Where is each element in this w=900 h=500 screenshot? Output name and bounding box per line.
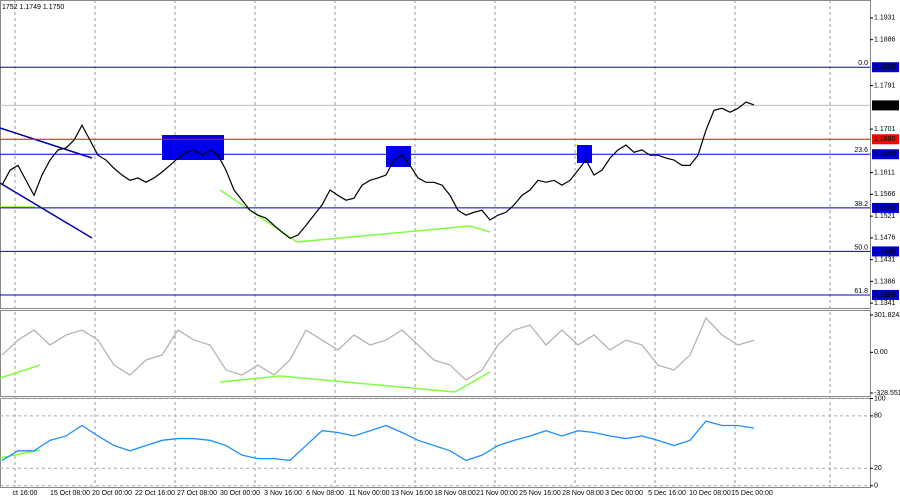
y-tick-label: 0 xyxy=(874,483,878,490)
fib-label: 0.0 xyxy=(858,60,868,67)
zone-box xyxy=(386,146,411,167)
fib-label: 38.2 xyxy=(854,201,868,208)
price-tag xyxy=(872,202,899,213)
price-tag-label: 1.1649 xyxy=(874,151,896,158)
y-tick-label: 1.1611 xyxy=(874,169,895,176)
x-tick-label: 3 Dec 00:00 xyxy=(605,490,643,497)
fib-label: 50.0 xyxy=(854,244,868,251)
y-tick-label: 1.1431 xyxy=(874,256,896,263)
series-line xyxy=(1,101,755,240)
x-tick-label: 15 Dec 00:00 xyxy=(731,490,773,497)
divergence-line xyxy=(296,225,471,243)
y-tick-label: -328.551 xyxy=(874,390,900,397)
price-tag xyxy=(872,100,899,111)
zone-box xyxy=(162,135,224,160)
y-tick-label: 1.1386 xyxy=(874,278,896,285)
y-tick-label: 1.1521 xyxy=(874,213,896,220)
x-tick-label: 11 Nov 00:00 xyxy=(348,490,389,497)
y-tick-label: 20 xyxy=(874,465,882,472)
divergence-line xyxy=(454,371,491,393)
y-tick-label: 1.1476 xyxy=(874,235,896,242)
divergence-line xyxy=(0,364,41,379)
y-tick-label: 0.00 xyxy=(874,349,888,356)
x-tick-label: 5 Dec 16:00 xyxy=(648,490,686,497)
x-tick-label: 21 Nov 00:00 xyxy=(476,490,518,497)
y-tick-label: 301.8242 xyxy=(874,312,900,319)
price-tag-label: 1.1829 xyxy=(874,64,896,71)
x-tick-label: 28 Nov 08:00 xyxy=(562,490,604,497)
trend-line xyxy=(0,127,93,159)
price-tag xyxy=(872,149,899,160)
y-tick-label: 80 xyxy=(874,413,882,420)
panel-frame xyxy=(0,310,871,397)
price-tag-label: 1.1538 xyxy=(874,205,896,212)
price-tag xyxy=(872,134,899,145)
price-tag-label: 1.1680 xyxy=(874,136,896,143)
y-tick-label: 1.1791 xyxy=(874,82,896,89)
fib-label: 23.6 xyxy=(854,147,868,154)
y-tick-label: 1.1886 xyxy=(874,36,896,43)
divergence-line xyxy=(219,375,281,383)
divergence-line xyxy=(469,225,491,233)
x-tick-label: 25 Nov 16:00 xyxy=(519,490,561,497)
fib-label: 61.8 xyxy=(854,288,868,295)
x-tick-label: 6 Nov 08:00 xyxy=(306,490,344,497)
price-tag xyxy=(872,289,899,300)
x-tick-label: 30 Oct 00:00 xyxy=(220,490,260,497)
x-tick-label: ct 16:00 xyxy=(13,490,38,497)
trend-line xyxy=(0,182,93,239)
x-tick-label: 13 Nov 16:00 xyxy=(391,490,433,497)
price-tag xyxy=(872,246,899,257)
x-tick-label: 22 Oct 16:00 xyxy=(135,490,175,497)
y-tick-label: 1.1566 xyxy=(874,191,896,198)
price-tag xyxy=(872,62,899,73)
x-tick-label: 20 Oct 00:00 xyxy=(92,490,132,497)
x-tick-label: 18 Nov 08:00 xyxy=(434,490,476,497)
price-tag-label: 1.1448 xyxy=(874,248,896,255)
series-line xyxy=(1,420,755,462)
y-tick-label: 100 xyxy=(874,395,886,402)
y-tick-label: 1.1701 xyxy=(874,126,896,133)
x-tick-label: 3 Nov 16:00 xyxy=(264,490,302,497)
x-tick-label: 15 Oct 08:00 xyxy=(50,490,90,497)
header-text: 1752 1.1749 1.1750 xyxy=(2,4,64,11)
y-tick-label: 1.1341 xyxy=(874,300,896,307)
price-tag-label: 1.1358 xyxy=(874,292,896,299)
x-tick-label: 27 Oct 08:00 xyxy=(177,490,217,497)
y-tick-label: 1.1931 xyxy=(874,15,896,22)
price-tag-label: 1.1750 xyxy=(874,102,896,109)
series-line xyxy=(1,316,755,381)
panel-frame xyxy=(0,398,871,488)
x-tick-label: 10 Dec 08:00 xyxy=(689,490,731,497)
divergence-line xyxy=(279,375,456,393)
